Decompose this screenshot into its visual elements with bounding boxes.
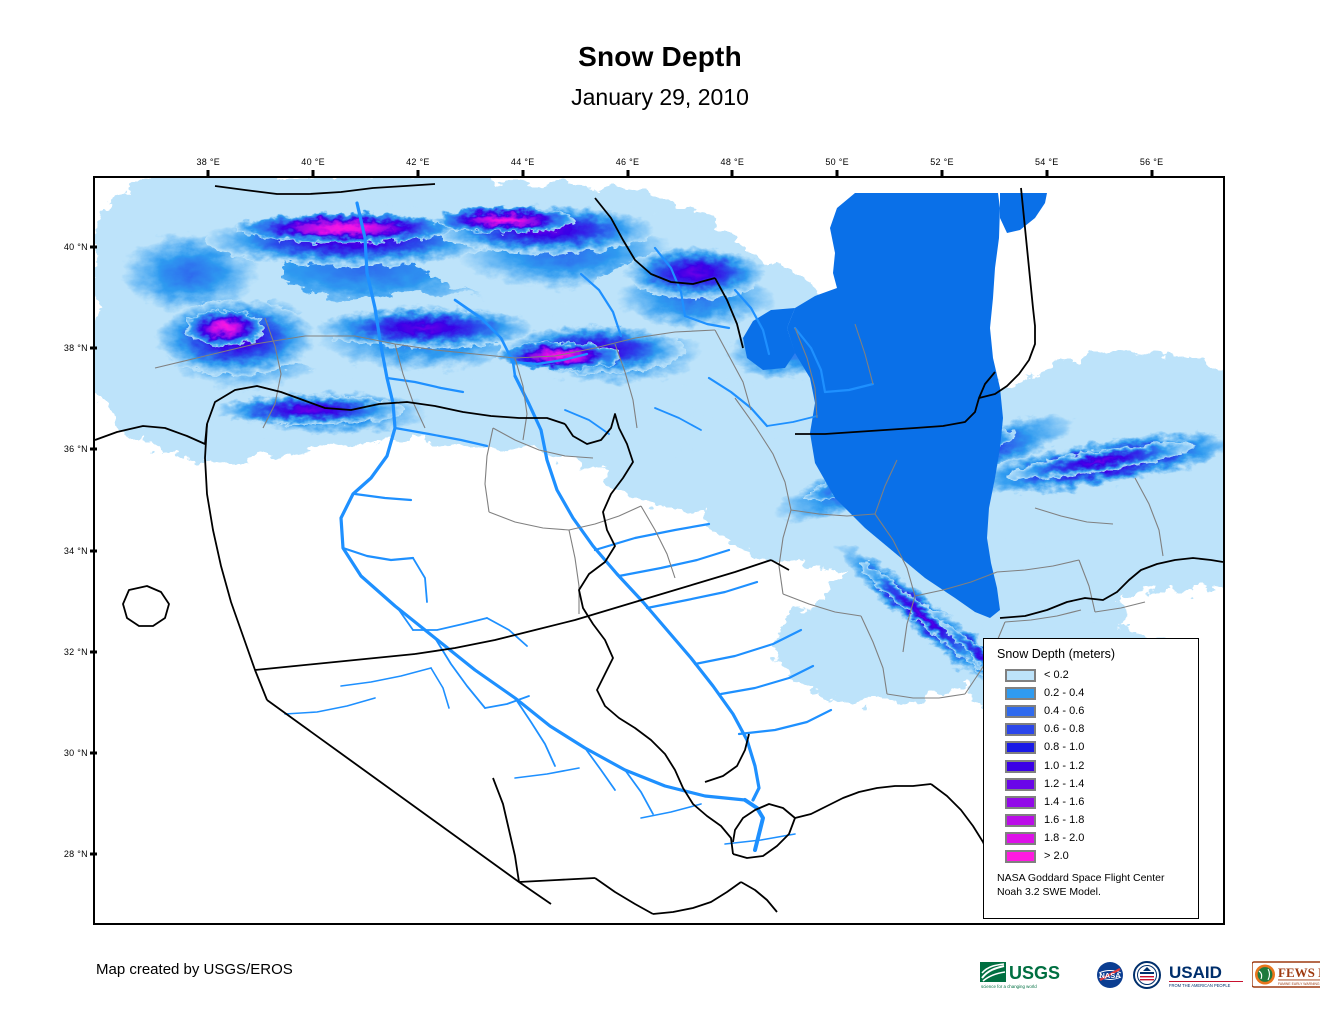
legend-swatch bbox=[1005, 850, 1036, 864]
legend-label: > 2.0 bbox=[1044, 850, 1069, 863]
legend-swatch bbox=[1005, 704, 1036, 718]
legend-swatch bbox=[1005, 777, 1036, 791]
legend-label: 0.6 - 0.8 bbox=[1044, 723, 1085, 736]
legend-title: Snow Depth (meters) bbox=[997, 647, 1116, 661]
title-block: Snow Depth January 29, 2010 bbox=[0, 40, 1320, 112]
longitude-tick-mark bbox=[1045, 170, 1049, 177]
longitude-tick-mark bbox=[940, 170, 944, 177]
longitude-tick-label: 46 °E bbox=[615, 157, 640, 167]
fewsnet-logo-mark: FEWS NET FAMINE EARLY WARNING SYSTEMS NE… bbox=[1252, 961, 1320, 988]
longitude-tick-mark bbox=[626, 170, 630, 177]
map-credit: Map created by USGS/EROS bbox=[96, 961, 293, 978]
svg-text:FROM THE AMERICAN PEOPLE: FROM THE AMERICAN PEOPLE bbox=[1169, 983, 1231, 988]
latitude-tick-mark bbox=[90, 852, 97, 856]
legend-swatch bbox=[1005, 686, 1036, 700]
usgs-logo-mark: USGS science for a changing world bbox=[980, 962, 1060, 989]
legend-row[interactable]: 1.6 - 1.8 bbox=[1005, 812, 1198, 830]
longitude-tick-mark bbox=[206, 170, 210, 177]
longitude-tick-label: 56 °E bbox=[1139, 157, 1164, 167]
usaid-logo[interactable]: USAID FROM THE AMERICAN PEOPLE bbox=[1169, 960, 1245, 990]
legend-row[interactable]: 1.2 - 1.4 bbox=[1005, 775, 1198, 793]
legend-label: 0.4 - 0.6 bbox=[1044, 704, 1085, 717]
legend-row[interactable]: 1.8 - 2.0 bbox=[1005, 830, 1198, 848]
legend-label: 1.4 - 1.6 bbox=[1044, 795, 1085, 808]
legend-swatch bbox=[1005, 814, 1036, 828]
latitude-tick-mark bbox=[90, 650, 97, 654]
legend-row[interactable]: 1.4 - 1.6 bbox=[1005, 793, 1198, 811]
latitude-tick-mark bbox=[90, 245, 97, 249]
latitude-tick-label: 32 °N bbox=[63, 646, 88, 657]
usgs-logo[interactable]: USGS science for a changing world bbox=[980, 960, 1088, 990]
longitude-tick-label: 44 °E bbox=[510, 157, 535, 167]
legend-swatch bbox=[1005, 668, 1036, 682]
legend-row[interactable]: 0.6 - 0.8 bbox=[1005, 721, 1198, 739]
fewsnet-logo[interactable]: FEWS NET FAMINE EARLY WARNING SYSTEMS NE… bbox=[1252, 960, 1320, 990]
latitude-tick-mark bbox=[90, 751, 97, 755]
river-network bbox=[284, 201, 875, 852]
latitude-tick-mark bbox=[90, 346, 97, 350]
svg-text:FAMINE EARLY WARNING SYSTEMS N: FAMINE EARLY WARNING SYSTEMS NETWORK bbox=[1278, 982, 1320, 986]
legend-label: 0.2 - 0.4 bbox=[1044, 686, 1085, 699]
latitude-tick-label: 36 °N bbox=[63, 444, 88, 455]
latitude-tick-mark bbox=[90, 447, 97, 451]
snow-depth-map[interactable] bbox=[95, 178, 1223, 923]
nasa-logo-mark: NASA bbox=[1097, 962, 1123, 988]
legend-label: 1.0 - 1.2 bbox=[1044, 759, 1085, 772]
longitude-tick-mark bbox=[521, 170, 525, 177]
longitude-tick-label: 52 °E bbox=[930, 157, 954, 167]
logo-bar: USGS science for a changing world NASA U… bbox=[980, 957, 1320, 993]
legend-row[interactable]: < 0.2 bbox=[1005, 666, 1198, 684]
longitude-tick-label: 40 °E bbox=[301, 157, 325, 167]
legend-swatch bbox=[1005, 741, 1036, 755]
legend-row[interactable]: 1.0 - 1.2 bbox=[1005, 757, 1198, 775]
legend-swatch bbox=[1005, 759, 1036, 773]
legend-row[interactable]: 0.8 - 1.0 bbox=[1005, 739, 1198, 757]
legend-swatch bbox=[1005, 832, 1036, 846]
longitude-tick-label: 42 °E bbox=[406, 157, 430, 167]
legend-items: < 0.2 0.2 - 0.4 0.4 - 0.6 0.6 - 0.8 0.8 - 1.… bbox=[984, 666, 1198, 866]
latitude-tick-mark bbox=[90, 549, 97, 552]
latitude-tick-label: 40 °N bbox=[63, 241, 88, 252]
legend-swatch bbox=[1005, 795, 1036, 809]
legend-row[interactable]: > 2.0 bbox=[1005, 848, 1198, 866]
svg-text:NASA: NASA bbox=[1099, 971, 1121, 980]
legend-source-note: NASA Goddard Space Flight Center Noah 3.… bbox=[997, 872, 1165, 898]
svg-text:USGS: USGS bbox=[1009, 963, 1060, 983]
caspian-sea bbox=[787, 193, 1003, 618]
latitude-tick-label: 28 °N bbox=[63, 849, 88, 860]
longitude-tick-label: 54 °E bbox=[1035, 157, 1059, 167]
legend-label: 1.8 - 2.0 bbox=[1044, 832, 1085, 845]
longitude-tick-mark bbox=[730, 170, 734, 177]
page-title: Snow Depth bbox=[578, 41, 742, 72]
longitude-tick-label: 50 °E bbox=[825, 157, 849, 167]
latitude-tick-label: 30 °N bbox=[63, 747, 88, 758]
usaid-seal-logo[interactable] bbox=[1132, 960, 1162, 990]
legend-swatch bbox=[1005, 723, 1036, 737]
longitude-tick-mark bbox=[311, 170, 315, 177]
usaid-wordmark: USAID FROM THE AMERICAN PEOPLE bbox=[1169, 963, 1243, 988]
latitude-tick-label: 34 °N bbox=[63, 545, 88, 556]
legend-panel[interactable]: Snow Depth (meters) < 0.2 0.2 - 0.4 0.4 - … bbox=[983, 638, 1199, 919]
longitude-tick-mark bbox=[835, 170, 839, 177]
legend-row[interactable]: 0.4 - 0.6 bbox=[1005, 702, 1198, 720]
longitude-tick-label: 48 °E bbox=[720, 157, 745, 167]
legend-label: 0.8 - 1.0 bbox=[1044, 741, 1085, 754]
admin-boundaries bbox=[154, 317, 1164, 699]
legend-row[interactable]: 0.2 - 0.4 bbox=[1005, 684, 1198, 702]
usaid-seal-mark bbox=[1133, 961, 1161, 989]
map-frame[interactable] bbox=[93, 176, 1225, 925]
caspian-sea-bay bbox=[743, 308, 795, 370]
svg-text:FEWS NET: FEWS NET bbox=[1278, 965, 1320, 980]
svg-text:science for a changing world: science for a changing world bbox=[981, 984, 1037, 989]
legend-label: 1.2 - 1.4 bbox=[1044, 777, 1085, 790]
nasa-logo[interactable]: NASA bbox=[1095, 960, 1125, 990]
longitude-tick-mark bbox=[1150, 170, 1154, 177]
legend-label: 1.6 - 1.8 bbox=[1044, 814, 1085, 827]
page-subtitle: January 29, 2010 bbox=[571, 84, 749, 110]
latitude-tick-label: 38 °N bbox=[63, 343, 88, 354]
svg-text:USAID: USAID bbox=[1169, 963, 1222, 982]
longitude-tick-label: 38 °E bbox=[196, 157, 221, 167]
longitude-tick-mark bbox=[416, 170, 420, 177]
legend-label: < 0.2 bbox=[1044, 668, 1069, 681]
